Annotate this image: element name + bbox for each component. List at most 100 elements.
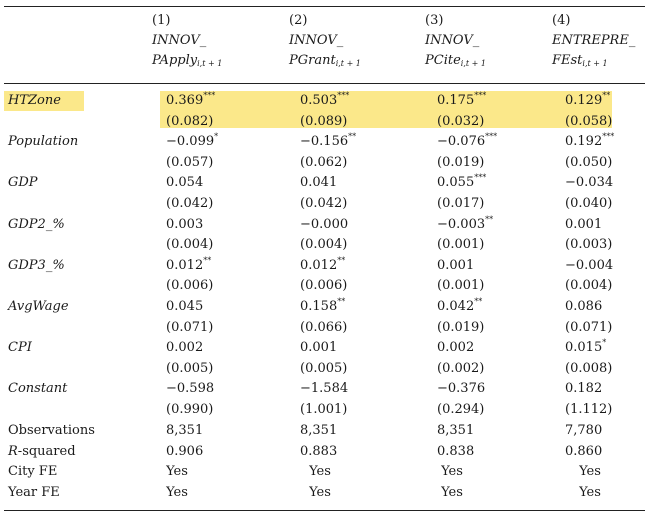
coef-cell: 0.012**: [300, 256, 345, 274]
coef-cell: −0.000: [300, 217, 348, 233]
se-cell: (0.040): [565, 196, 613, 211]
column-number: (2): [289, 13, 308, 28]
footer-label-rest: -squared: [17, 443, 76, 459]
se-cell: (0.042): [166, 196, 214, 211]
se-cell: (0.066): [300, 319, 348, 335]
column-var-name: PGrant: [289, 53, 336, 68]
se-cell: (0.089): [300, 113, 348, 129]
column-var-subscript: i,t + 1: [582, 59, 608, 68]
column-var-line1: INNOV_: [152, 33, 207, 48]
se-cell: (0.004): [300, 237, 348, 253]
footer-value: Yes: [309, 484, 331, 500]
coef-value: 0.503: [300, 93, 338, 108]
significance-stars: ***: [485, 132, 498, 142]
highlight-coef: [160, 91, 612, 111]
se-cell: (0.017): [437, 196, 485, 211]
coef-cell: 0.182: [565, 381, 602, 397]
significance-stars: ***: [602, 132, 615, 142]
coef-cell: 0.045: [166, 299, 203, 315]
coef-value: −0.076: [437, 134, 486, 150]
se-cell: (0.019): [437, 319, 485, 335]
coef-value: 0.001: [300, 340, 338, 356]
coef-value: 0.054: [166, 175, 204, 191]
coef-value: 0.003: [166, 216, 204, 232]
coef-value: 0.041: [300, 175, 338, 191]
coef-cell: 0.041: [300, 175, 337, 191]
coef-cell: 0.015*: [565, 338, 607, 356]
coef-value: 0.055: [437, 175, 475, 191]
coef-cell: 0.192***: [565, 132, 615, 150]
footer-value: 8,351: [437, 423, 475, 438]
coef-cell: 0.054: [166, 175, 203, 191]
coef-value: 0.175: [437, 93, 475, 108]
column-number: (3): [425, 13, 444, 28]
footer-value: 0.883: [300, 443, 338, 459]
se-cell: (0.004): [166, 237, 214, 253]
footer-value: 7,780: [565, 423, 603, 438]
coef-cell: 0.055***: [437, 174, 486, 191]
coef-cell: 0.001: [437, 258, 474, 274]
coef-value: 0.012: [166, 257, 204, 273]
coef-value: 0.001: [437, 257, 475, 273]
coef-cell: 0.042**: [437, 298, 482, 315]
column-number: (1): [152, 13, 171, 28]
se-cell: (0.008): [565, 360, 613, 376]
footer-label: City FE: [8, 464, 58, 480]
coef-cell: −0.156**: [300, 133, 356, 150]
se-cell: (0.050): [565, 154, 613, 170]
se-cell: (1.112): [565, 402, 613, 417]
column-var-line2: PGranti,t + 1: [289, 51, 361, 71]
coef-cell: 0.001: [300, 340, 337, 356]
column-var-line1: INNOV_: [289, 33, 344, 48]
footer-label-italic: R: [8, 443, 18, 459]
column-var-subscript: i,t + 1: [460, 59, 486, 68]
se-cell: (0.071): [166, 319, 214, 335]
se-cell: (0.002): [437, 360, 485, 376]
coef-cell: −0.034: [565, 175, 613, 191]
column-var-line2: PApplyi,t + 1: [152, 51, 222, 71]
column-var-line1: INNOV_: [425, 33, 480, 48]
footer-value: 0.906: [166, 443, 204, 459]
highlight-se: [160, 110, 612, 128]
se-cell: (0.058): [565, 113, 613, 129]
coef-value: 0.182: [565, 381, 603, 397]
se-cell: (1.001): [300, 402, 348, 417]
se-cell: (0.003): [565, 237, 613, 253]
significance-stars: *: [602, 338, 607, 348]
coef-cell: 0.503***: [300, 92, 349, 109]
significance-stars: **: [602, 91, 611, 100]
significance-stars: **: [337, 297, 346, 306]
footer-label: Year FE: [8, 484, 60, 500]
se-cell: (0.294): [437, 402, 485, 417]
coef-value: −0.099: [166, 134, 215, 150]
footer-value: Yes: [579, 464, 601, 480]
coef-cell: −0.598: [166, 381, 214, 397]
row-label: CPI: [8, 340, 32, 356]
row-label: Population: [8, 134, 79, 150]
header-rule: [4, 83, 645, 84]
row-label: Constant: [8, 381, 68, 397]
coef-value: 0.001: [565, 216, 603, 232]
row-label: AvgWage: [8, 299, 69, 314]
footer-value: Yes: [309, 464, 331, 480]
footer-label: Observations: [8, 423, 95, 438]
coef-value: 0.086: [565, 299, 603, 314]
se-cell: (0.990): [166, 402, 214, 417]
coef-value: −0.376: [437, 381, 486, 397]
column-var-name: FEst: [552, 53, 583, 68]
coef-value: 0.002: [437, 340, 475, 356]
row-label: GDP2_%: [8, 216, 65, 232]
significance-stars: ***: [474, 91, 487, 100]
footer-value: 8,351: [166, 423, 204, 438]
se-cell: (0.006): [300, 278, 348, 294]
coef-value: 0.045: [166, 299, 204, 314]
coef-cell: 0.001: [565, 217, 602, 233]
column-number: (4): [552, 13, 571, 28]
footer-value: Yes: [441, 464, 463, 480]
coef-cell: −0.099*: [166, 133, 218, 150]
coef-value: −0.004: [565, 257, 614, 273]
significance-stars: ***: [203, 91, 216, 100]
column-var-line1: ENTREPRE_: [552, 33, 636, 48]
coef-cell: 0.158**: [300, 297, 346, 315]
coef-cell: 0.012**: [166, 256, 211, 274]
